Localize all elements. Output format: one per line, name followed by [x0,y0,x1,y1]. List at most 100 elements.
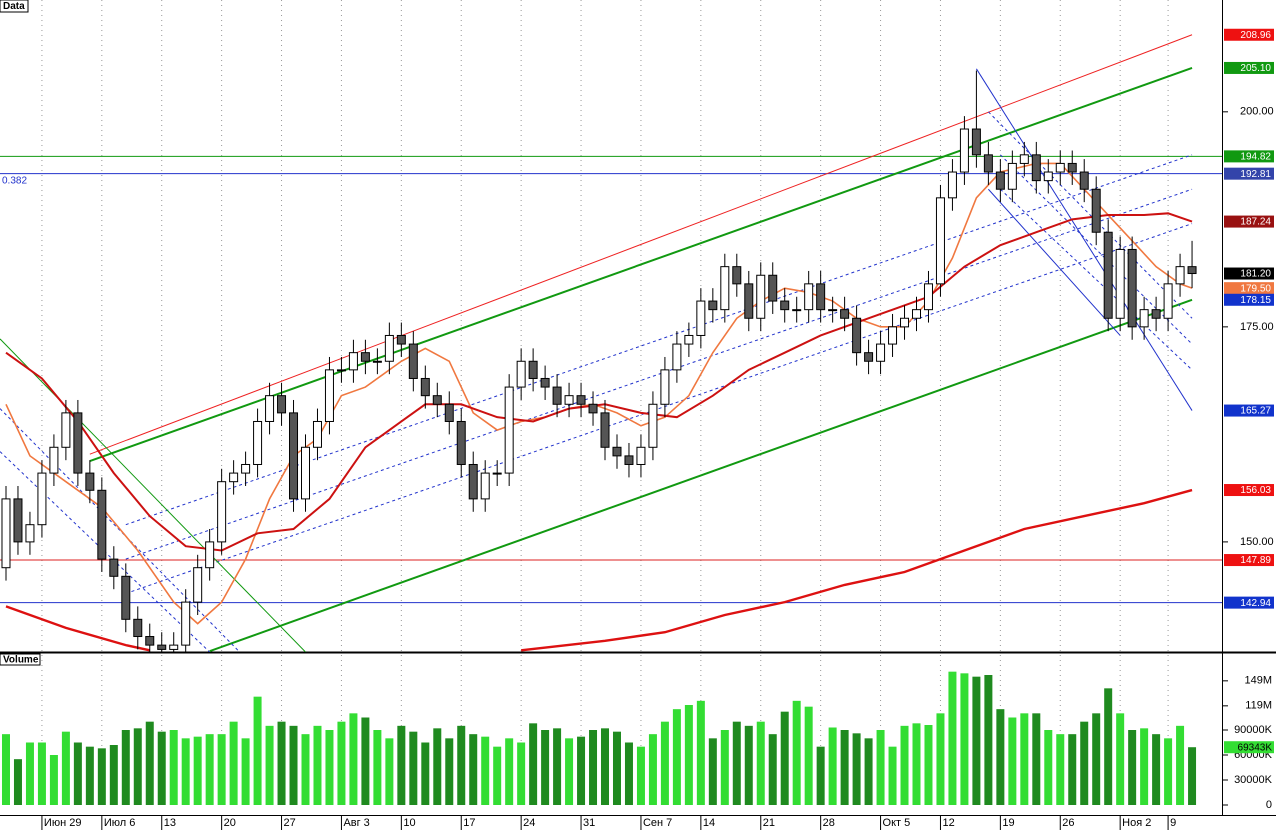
candle-body [1139,309,1149,328]
volume-bar [1176,725,1185,805]
candle-body [768,274,778,302]
price-label: 187.24 [1240,217,1271,228]
volume-bar [517,742,526,805]
volume-bar [73,742,82,805]
volume-bar [708,738,717,805]
panel-title: Volume [3,655,39,666]
candle-body [217,481,227,543]
x-tick-label: Июн 29 [44,817,82,829]
volume-bar [541,730,550,805]
candle-body [1115,248,1125,319]
candle-body [229,472,239,483]
volume-bar [601,728,610,805]
candle-body [900,317,910,328]
volume-bar [229,721,238,805]
candle-body [588,403,598,414]
volume-bar [313,725,322,805]
candle-body [157,644,167,650]
candle-body [241,463,251,474]
volume-bar [529,723,538,805]
candle-body [983,154,993,173]
volume-bar [265,725,274,805]
candle-body [73,412,83,474]
volume-bar [960,673,969,805]
candle-body [720,266,730,311]
volume-bar [397,725,406,805]
candle-body [1055,162,1065,173]
volume-bar [385,738,394,805]
candle-body [888,326,898,345]
candle-body [912,309,921,319]
volume-bar [37,742,46,805]
volume-bar [756,721,765,805]
volume-bar [636,746,645,805]
trend-line [1000,188,1193,371]
candle-body [612,446,622,457]
volume-bar [768,734,777,805]
trend-line [125,223,1193,594]
candle-body [193,567,203,603]
volume-bar [1152,734,1161,805]
volume-label: 69343K [1238,742,1273,753]
volume-bar [181,738,190,805]
y-tick-label: 0 [1266,799,1272,811]
volume-bar [505,738,514,805]
candle-body [971,128,981,156]
candle-body [1079,171,1089,190]
volume-bar [888,746,897,805]
x-tick-label: 31 [583,817,595,829]
candle-body [864,352,874,362]
candle-body [492,472,502,475]
candle-body [708,300,718,311]
moving-average [5,162,1193,625]
candle-body [660,369,670,405]
price-label-box [1224,484,1274,497]
candle-body [995,171,1005,190]
volume-bar [217,734,226,805]
price-label: 181.20 [1240,269,1271,280]
volume-bar [565,738,574,805]
volume-bar [421,742,430,805]
volume-bar [744,725,753,805]
volume-bar [253,696,262,805]
volume-bar [648,734,657,805]
y-tick-label: 149M [1244,675,1272,687]
candle-body [121,575,131,620]
candle-body [37,472,47,526]
volume-bar [660,721,669,805]
volume-bar [696,700,705,805]
candle-body [13,498,23,543]
volume-bar [1080,721,1089,805]
trend-line [988,111,1193,319]
price-label-box [1224,61,1274,74]
volume-bar [732,721,741,805]
price-label-box [1224,293,1274,306]
volume-bar [1068,734,1077,805]
candle-body [804,283,814,311]
candle-body [49,446,59,474]
volume-bar [469,734,478,805]
volume-bar [61,731,70,805]
candle-body [289,412,299,500]
volume-bar [325,730,334,805]
x-tick-label: 24 [523,817,535,829]
candle-body [540,377,550,388]
volume-bar [900,725,909,805]
candle-body [360,352,370,362]
candle-body [1019,154,1029,164]
price-label: 147.89 [1240,555,1271,566]
volume-bar [1164,738,1173,805]
candle-body [312,420,322,448]
candle-body [480,472,490,500]
axes: Июн 29 Июл 6 13 20 27 Авг 3 10 17 24 31 Сен 7 14 21 2… [41,28,1274,830]
candle-body [600,412,610,448]
candle-body [696,300,706,336]
volume-bar [840,730,849,805]
candle-body [181,601,191,646]
volume-bar [996,709,1005,805]
candle-body [684,334,694,345]
volume-bar [912,723,921,805]
candle-body [145,636,155,646]
volume-bar [1140,728,1149,805]
